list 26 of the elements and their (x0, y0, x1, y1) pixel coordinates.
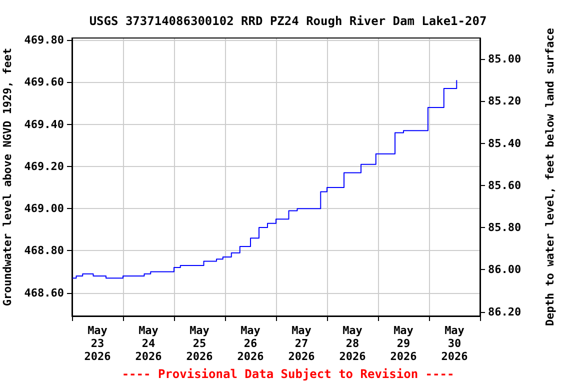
y-axis-title: Groundwater level above NGVD 1929, feet (0, 48, 14, 306)
y2-tick-label: 85.00 (488, 52, 522, 66)
x-tick-label: May 27 2026 (288, 324, 316, 363)
y2-axis-title: Depth to water level, feet below land surface (544, 28, 556, 326)
x-tick-label: May 28 2026 (339, 324, 366, 363)
x-tick-label: May 29 2026 (390, 324, 418, 363)
y-tick-label: 469.40 (24, 118, 64, 131)
text: ---- Provisional Data Subject to Revision ---- (122, 367, 454, 381)
y2-tick-label: 85.80 (488, 221, 522, 234)
y2-tick-label: 86.00 (488, 263, 522, 276)
x-tick-label: May 26 2026 (237, 324, 264, 363)
y2-tick-label: 86.20 (488, 305, 522, 318)
y2-tick-label: 85.20 (488, 94, 522, 108)
chart-title: USGS 373714086300102 RRD PZ24 Rough River Dam Lake1-207 (89, 14, 487, 28)
y-tick-label: 469.00 (24, 202, 64, 216)
x-tick-label: May 30 2026 (441, 324, 468, 363)
y-tick-label: 468.80 (24, 244, 64, 258)
y2-tick-label: 85.40 (488, 136, 522, 150)
x-tick-label: May 24 2026 (135, 324, 162, 363)
y2-tick-label: 85.60 (488, 178, 522, 192)
x-tick-label: May 25 2026 (186, 324, 214, 363)
y-tick-label: 468.60 (24, 286, 64, 300)
y-tick-label: 469.80 (24, 34, 64, 47)
x-tick-label: May 23 2026 (84, 324, 112, 363)
y-tick-label: 469.20 (24, 160, 64, 173)
y-tick-label: 469.60 (24, 76, 64, 89)
